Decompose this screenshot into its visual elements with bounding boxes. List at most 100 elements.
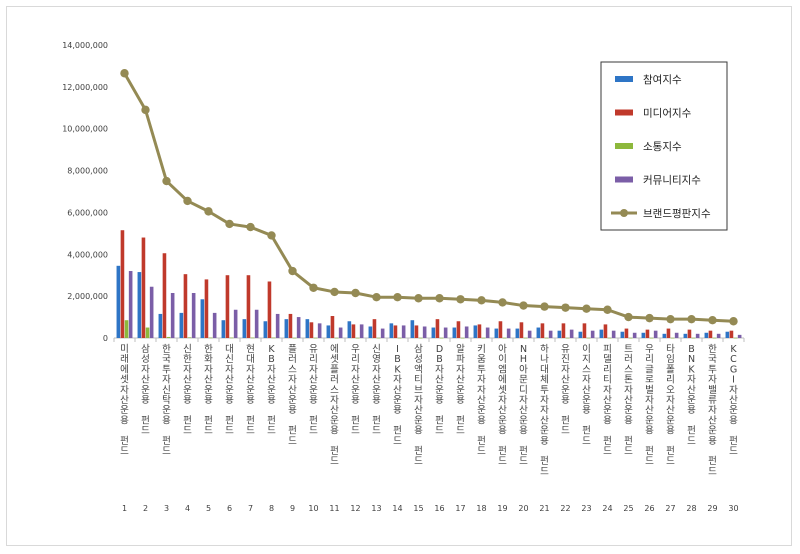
line-point xyxy=(183,196,192,206)
y-tick-label: 6,000,000 xyxy=(67,208,108,217)
bar xyxy=(359,324,364,338)
bar xyxy=(523,337,528,339)
rank-label: 2 xyxy=(143,504,148,513)
bar xyxy=(477,324,482,338)
y-tick-label: 4,000,000 xyxy=(67,250,108,259)
bar xyxy=(200,299,205,338)
legend-label: 커뮤니티지수 xyxy=(643,175,701,187)
bar xyxy=(271,337,276,339)
bar xyxy=(485,327,490,338)
bar xyxy=(250,337,255,339)
bar xyxy=(254,309,259,338)
line-point xyxy=(729,317,738,326)
rank-label: 9 xyxy=(290,504,295,513)
bar xyxy=(351,324,356,338)
rank-label: 19 xyxy=(497,504,507,513)
bar xyxy=(401,325,406,338)
bar xyxy=(708,330,713,338)
line-point xyxy=(498,298,507,307)
bar xyxy=(540,323,545,338)
y-tick-label: 0 xyxy=(103,334,108,343)
line-point xyxy=(666,314,675,324)
bar xyxy=(221,320,226,338)
line-point xyxy=(162,176,171,186)
bar xyxy=(410,320,415,338)
line-point xyxy=(603,305,612,314)
rank-label: 14 xyxy=(392,504,402,513)
bar xyxy=(443,327,448,338)
bar xyxy=(170,293,175,338)
bar xyxy=(313,337,318,339)
line-point xyxy=(519,301,528,310)
bar xyxy=(691,337,696,339)
bar xyxy=(334,337,339,339)
bar xyxy=(141,237,146,338)
line-point xyxy=(624,312,633,322)
bar xyxy=(502,337,507,339)
bar xyxy=(632,332,637,338)
bar xyxy=(653,330,658,338)
rank-label: 13 xyxy=(371,504,381,513)
bar xyxy=(527,330,532,338)
rank-label: 28 xyxy=(686,504,696,513)
bar xyxy=(242,319,247,338)
rank-label: 23 xyxy=(581,504,591,513)
bar xyxy=(599,329,604,338)
rank-label: 30 xyxy=(728,504,738,513)
rank-label: 21 xyxy=(539,504,549,513)
y-tick-label: 12,000,000 xyxy=(62,83,108,92)
rank-label: 20 xyxy=(518,504,528,513)
bar xyxy=(481,337,486,339)
bar xyxy=(330,316,335,338)
bar xyxy=(309,322,314,338)
bar xyxy=(695,333,700,338)
bar xyxy=(338,327,343,338)
bar xyxy=(649,337,654,339)
bar xyxy=(515,328,520,338)
line-point xyxy=(708,316,717,325)
bar xyxy=(641,332,646,338)
line-point xyxy=(351,288,360,298)
rank-label: 11 xyxy=(329,504,339,513)
line-point xyxy=(477,296,486,305)
rank-label: 5 xyxy=(206,504,211,513)
bar xyxy=(397,337,402,339)
bar xyxy=(582,323,587,338)
bar xyxy=(422,326,427,338)
rank-label: 16 xyxy=(434,504,444,513)
bar xyxy=(292,337,297,339)
bar xyxy=(586,337,591,339)
bar xyxy=(456,321,461,338)
bar xyxy=(452,327,457,338)
rank-label: 4 xyxy=(185,504,190,513)
bar xyxy=(536,327,541,338)
bar xyxy=(120,230,125,338)
bar xyxy=(620,331,625,338)
bar xyxy=(611,330,616,338)
bar xyxy=(124,320,129,338)
bar xyxy=(578,331,583,338)
bar xyxy=(674,332,679,338)
rank-label: 17 xyxy=(455,504,465,513)
rank-label: 3 xyxy=(164,504,169,513)
